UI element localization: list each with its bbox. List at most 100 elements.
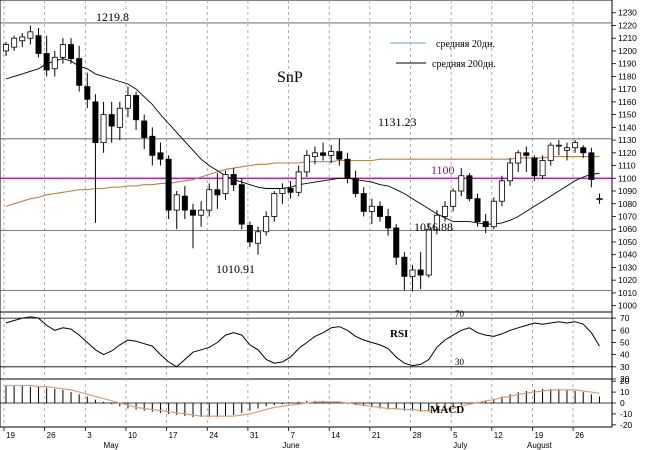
price-tick-label: 1230 bbox=[618, 8, 637, 18]
x-day-label: 26 bbox=[47, 431, 56, 440]
candle-body bbox=[442, 205, 449, 217]
candle-body bbox=[222, 174, 229, 194]
candle-body bbox=[271, 193, 278, 217]
candle-body bbox=[490, 200, 497, 228]
rsi-tick-label: 70 bbox=[620, 313, 630, 323]
candle-body bbox=[311, 152, 318, 158]
price-tick-label: 1200 bbox=[618, 46, 637, 56]
candle-body bbox=[425, 228, 432, 276]
candle-body bbox=[563, 147, 570, 151]
candle-body bbox=[474, 198, 481, 222]
candle-body bbox=[401, 256, 408, 277]
price-annotation: 1131.23 bbox=[378, 115, 417, 129]
x-day-label: 10 bbox=[128, 431, 137, 440]
rsi-tick-label: 50 bbox=[620, 337, 630, 347]
candle-body bbox=[287, 188, 294, 193]
candle-body bbox=[588, 152, 595, 180]
candle-body bbox=[27, 31, 34, 39]
candle-body bbox=[246, 225, 253, 243]
rsi-tick-label: 40 bbox=[620, 350, 630, 360]
candle-body bbox=[108, 114, 115, 127]
candle-body bbox=[157, 152, 164, 160]
ma20-line-group bbox=[5, 58, 600, 225]
candle-body bbox=[92, 101, 99, 144]
candle-body bbox=[393, 227, 400, 258]
price-tick-label: 1070 bbox=[618, 211, 637, 221]
price-annotation: 1056.88 bbox=[414, 220, 453, 234]
candle-body bbox=[344, 158, 351, 179]
candle-body bbox=[198, 209, 205, 216]
candle-body bbox=[19, 36, 26, 42]
candle-body bbox=[385, 216, 392, 229]
x-day-label: 26 bbox=[575, 431, 584, 440]
rsi-panel: 70 30 20 30 40 50 60 70 bbox=[0, 309, 630, 384]
candle-body bbox=[51, 56, 58, 70]
price-tick-label: 1110 bbox=[618, 161, 636, 171]
x-day-label: 12 bbox=[494, 431, 503, 440]
candle-body bbox=[539, 160, 546, 177]
candle-body bbox=[328, 151, 335, 156]
macd-tick-label: -10 bbox=[620, 409, 633, 419]
candle-body bbox=[173, 194, 180, 211]
price-tick-label: 1220 bbox=[618, 20, 637, 30]
candle-body bbox=[214, 189, 221, 196]
candle-body bbox=[165, 158, 172, 211]
price-annotation: 1219.8 bbox=[96, 10, 129, 24]
candle-body bbox=[523, 152, 530, 156]
price-annotation: 1100 bbox=[431, 163, 455, 177]
rsi-panel-frame bbox=[0, 311, 613, 380]
price-tick-label: 1060 bbox=[618, 224, 637, 234]
candle-body bbox=[572, 142, 579, 149]
candle-body bbox=[68, 44, 75, 59]
macd-tick-label: 0 bbox=[620, 398, 625, 408]
candle-body bbox=[596, 198, 603, 201]
x-day-label: 28 bbox=[413, 431, 422, 440]
candle-body bbox=[376, 205, 383, 217]
macd-signal-line bbox=[6, 384, 600, 417]
x-month-label: August bbox=[527, 441, 553, 450]
rsi-level-label: 70 bbox=[455, 309, 465, 319]
x-day-label: 7 bbox=[291, 431, 296, 440]
price-tick-label: 1170 bbox=[618, 84, 637, 94]
x-day-label: 31 bbox=[250, 431, 259, 440]
candle-body bbox=[450, 190, 457, 207]
price-tick-label: 1210 bbox=[618, 33, 637, 43]
candle-body bbox=[116, 107, 123, 128]
rsi-tick-label: 60 bbox=[620, 325, 630, 335]
price-annotations: 1219.8 1131.23 1100 1056.88 1010.91 bbox=[96, 10, 455, 276]
x-day-label: 21 bbox=[372, 431, 381, 440]
candle-body bbox=[133, 95, 140, 121]
candle-body bbox=[336, 151, 343, 160]
candle-body bbox=[580, 147, 587, 154]
price-tick-label: 1040 bbox=[618, 250, 637, 260]
x-month-label: May bbox=[104, 441, 119, 450]
x-day-label: 5 bbox=[453, 431, 458, 440]
candle-body bbox=[35, 35, 42, 54]
candle-body bbox=[507, 162, 514, 182]
macd-tick-label: 20 bbox=[620, 376, 630, 386]
legend-label-ma20: средняя 20дн. bbox=[436, 39, 495, 50]
candle-body bbox=[11, 37, 18, 48]
price-tick-label: 1050 bbox=[618, 237, 637, 247]
candle-body bbox=[320, 152, 327, 156]
candle-body bbox=[238, 184, 245, 225]
candle-body bbox=[84, 86, 91, 100]
candle-body bbox=[279, 188, 286, 194]
candles bbox=[3, 25, 603, 292]
candle-body bbox=[141, 120, 148, 138]
ma200-line-group bbox=[5, 156, 600, 207]
x-day-label: 3 bbox=[87, 431, 92, 440]
price-tick-label: 1020 bbox=[618, 275, 637, 285]
x-day-label: 19 bbox=[6, 431, 15, 440]
macd-tick-label: 10 bbox=[620, 387, 630, 397]
price-tick-label: 1160 bbox=[618, 97, 637, 107]
x-day-label: 19 bbox=[534, 431, 543, 440]
chart-title: SnP bbox=[277, 69, 303, 86]
price-annotation: 1010.91 bbox=[216, 262, 255, 276]
candle-body bbox=[466, 175, 473, 200]
price-tick-label: 1120 bbox=[618, 148, 637, 158]
candle-body bbox=[482, 221, 489, 228]
candle-body bbox=[43, 53, 50, 71]
